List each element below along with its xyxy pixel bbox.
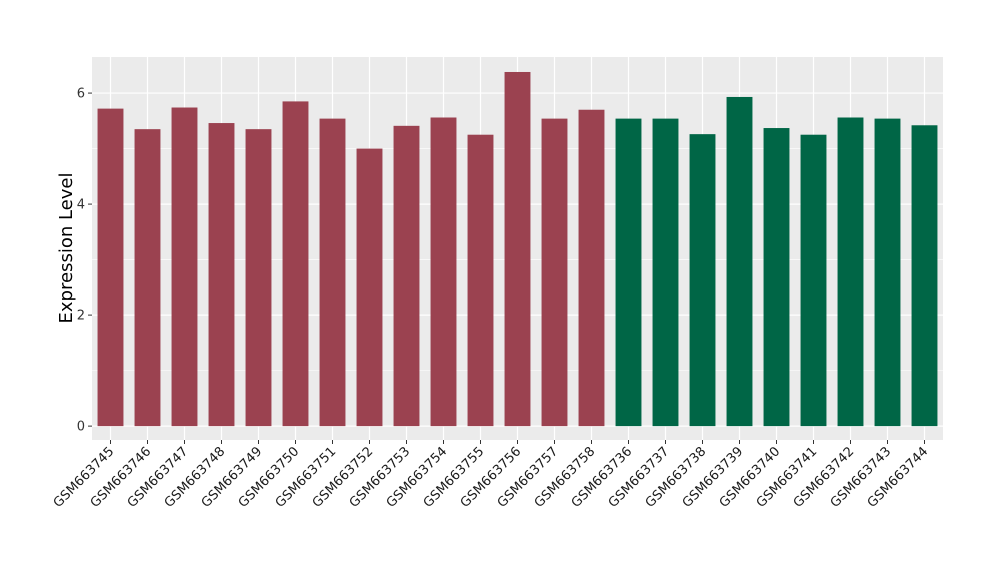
bar-GSM663755 (467, 134, 494, 427)
bar-GSM663750 (282, 101, 309, 427)
bar-GSM663747 (171, 107, 198, 427)
bar-GSM663743 (874, 118, 901, 427)
bar-GSM663754 (430, 117, 457, 427)
bar-GSM663748 (208, 123, 235, 427)
bar-GSM663741 (800, 134, 827, 427)
bar-GSM663751 (319, 118, 346, 427)
x-axis: GSM663745GSM663746GSM663747GSM663748GSM6… (51, 440, 931, 511)
bar-GSM663756 (504, 71, 531, 427)
y-axis-title: Expression Level (56, 173, 77, 324)
bar-GSM663744 (911, 125, 938, 427)
y-axis: 0 2 4 6 (77, 87, 92, 435)
bar-GSM663737 (652, 118, 679, 427)
bar-GSM663742 (837, 117, 864, 427)
bar-GSM663758 (578, 109, 605, 427)
bar-GSM663753 (393, 125, 420, 427)
bar-GSM663738 (689, 134, 716, 427)
bar-GSM663740 (763, 128, 790, 427)
bar-GSM663746 (134, 129, 161, 427)
y-tick-label: 0 (77, 420, 85, 435)
bar-GSM663736 (615, 118, 642, 427)
bar-GSM663757 (541, 118, 568, 427)
bar-GSM663739 (726, 96, 753, 427)
bars (97, 71, 938, 427)
bar-GSM663745 (97, 108, 124, 427)
bar-GSM663749 (245, 129, 272, 427)
y-tick-label: 6 (77, 87, 85, 102)
y-tick-label: 2 (77, 309, 85, 324)
bar-GSM663752 (356, 148, 383, 427)
y-tick-label: 4 (77, 198, 85, 213)
